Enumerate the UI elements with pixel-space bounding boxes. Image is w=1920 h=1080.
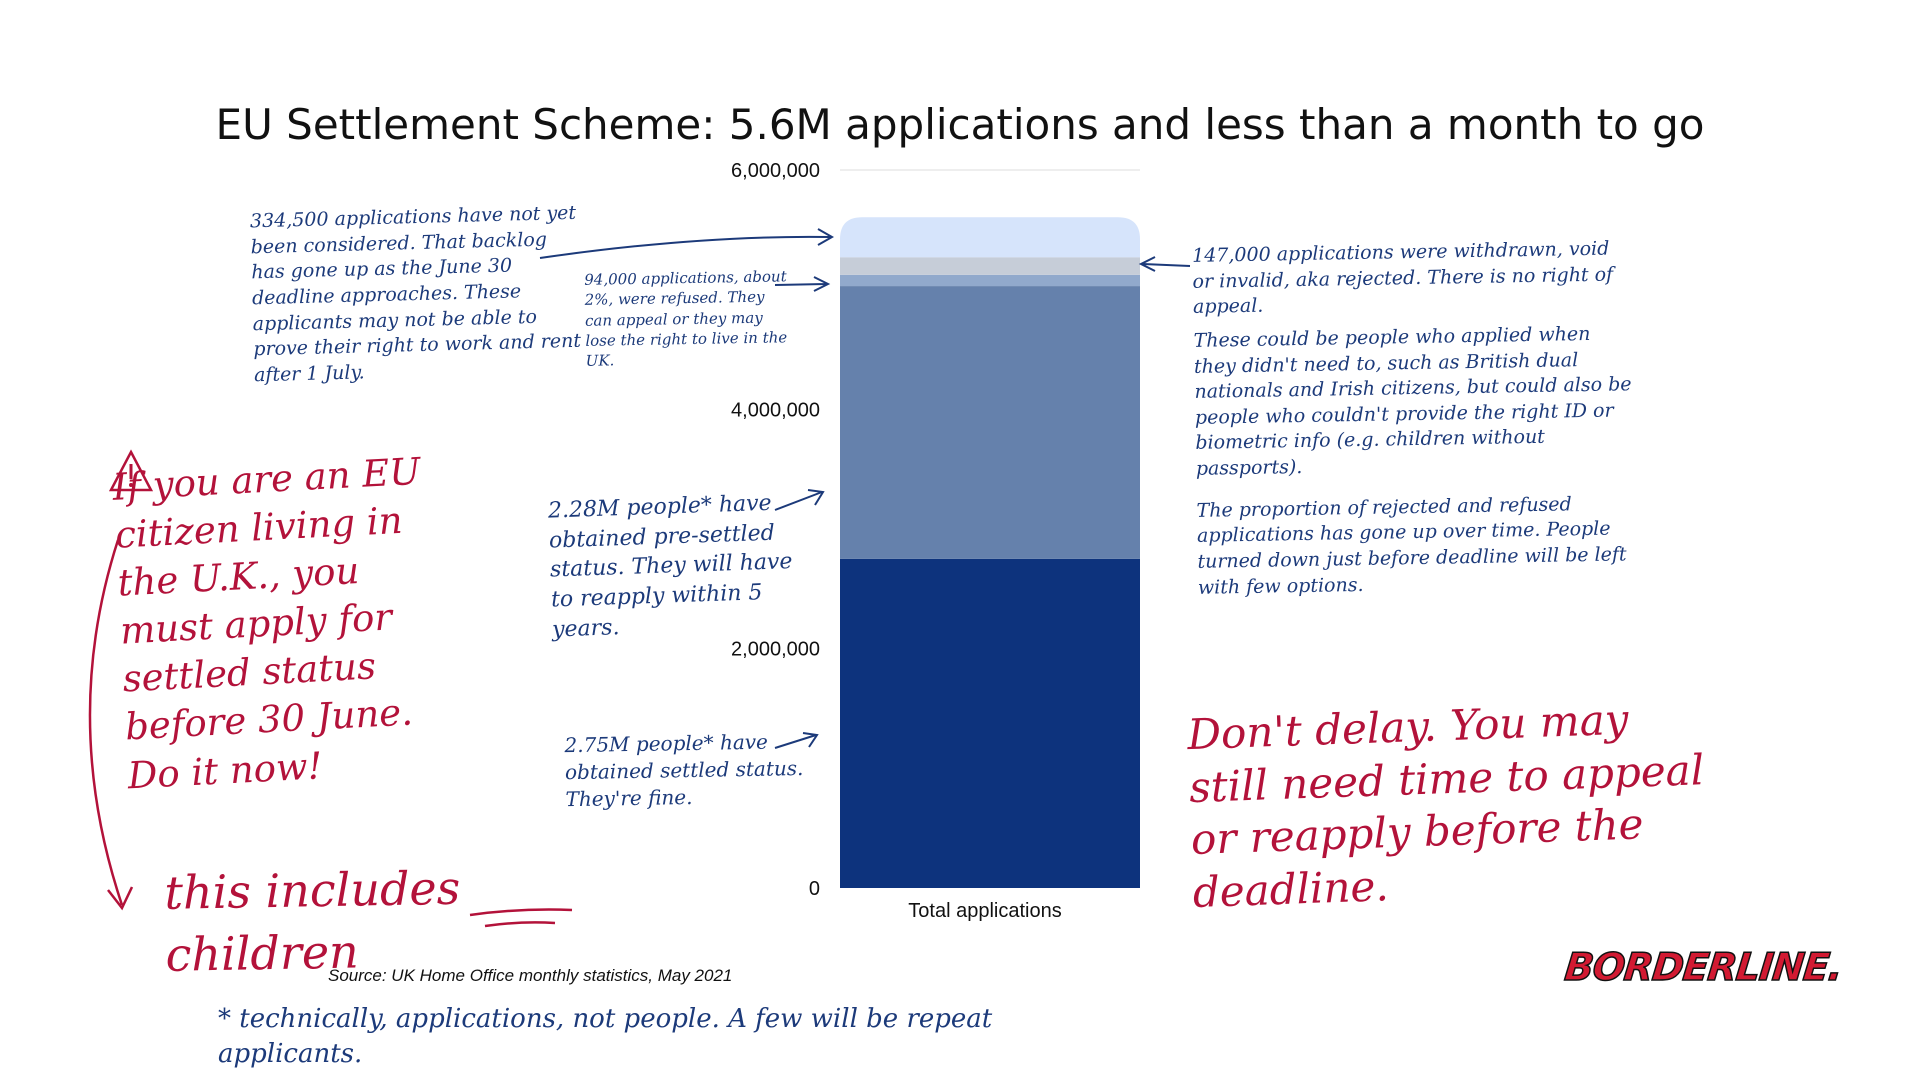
source-note: Source: UK Home Office monthly statistic…	[328, 966, 733, 985]
annotation-presettled: 2.28M people* have obtained pre-settled …	[547, 490, 793, 643]
footnote: * technically, applications, not people.…	[218, 1004, 993, 1070]
bar-segment	[840, 286, 1140, 559]
x-category-label: Total applications	[908, 900, 1061, 922]
y-tick-label: 2,000,000	[731, 639, 820, 661]
annotation-withdrawn-explainer: These could be people who applied when t…	[1193, 322, 1632, 480]
arrow-withdrawn	[1138, 256, 1191, 272]
y-tick-label: 0	[809, 878, 820, 900]
annotation-dont-delay: Don't delay. You may still need time to …	[1186, 694, 1705, 917]
bar-segment	[840, 558, 1140, 888]
bar-segment	[840, 257, 1140, 275]
arrow-backlog	[539, 228, 835, 259]
annotation-withdrawn: 147,000 applications were withdrawn, voi…	[1192, 236, 1638, 601]
annotation-arrows	[539, 228, 1191, 749]
y-tick-label: 6,000,000	[731, 160, 820, 182]
bar-segment	[840, 217, 1140, 258]
borderline-logo: BORDERLINE.	[1562, 944, 1845, 990]
warning-icon	[108, 449, 154, 492]
annotation-backlog: 334,500 applications have not yet been c…	[249, 201, 582, 387]
annotation-eu-citizen: If you are an EU citizen living in the U…	[111, 449, 422, 797]
annotation-refused: 94,000 applications, about 2%, were refu…	[584, 267, 788, 370]
annotation-withdrawn-text: 147,000 applications were withdrawn, voi…	[1191, 237, 1614, 319]
annotation-withdrawn-trend: The proportion of rejected and refused a…	[1196, 493, 1627, 599]
arrow-children	[88, 539, 134, 911]
y-tick-label: 4,000,000	[731, 399, 820, 421]
arrow-refused	[774, 276, 831, 292]
red-marks	[88, 539, 573, 928]
bar-segment	[840, 274, 1140, 287]
arrow-settled	[774, 732, 819, 749]
annotation-settled: 2.75M people* have obtained settled stat…	[564, 729, 804, 812]
chart-title: EU Settlement Scheme: 5.6M applications …	[215, 100, 1705, 149]
underline-children	[469, 908, 573, 928]
arrow-presettled	[774, 489, 825, 511]
